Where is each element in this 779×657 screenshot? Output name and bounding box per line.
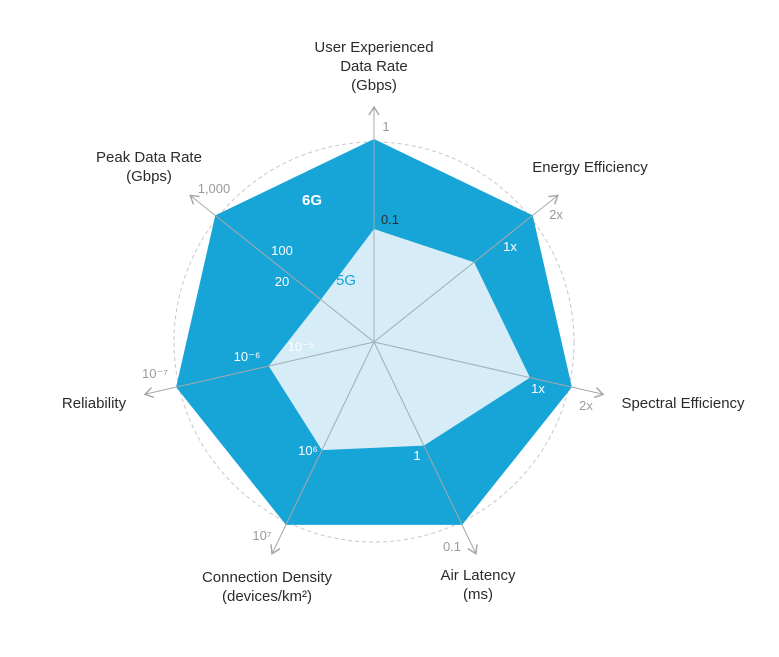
axis-title-energy: Energy Efficiency bbox=[532, 159, 648, 176]
tick-label-density-1: 10⁶ bbox=[298, 443, 318, 458]
tick-label-peak-1: 20 bbox=[275, 274, 289, 289]
tick-label-energy-1: 1x bbox=[503, 239, 517, 254]
series-labels: 6G 5G bbox=[302, 192, 356, 289]
axis-inner-peak bbox=[320, 299, 375, 343]
axis-inner-density bbox=[321, 341, 375, 451]
tick-label-density-2: 10⁷ bbox=[252, 528, 271, 543]
axis-inner-latency bbox=[373, 341, 425, 446]
axis-title-spectral: Spectral Efficiency bbox=[621, 395, 745, 412]
axis-arrow-latency bbox=[467, 544, 478, 556]
axis-arrow-spectral bbox=[593, 387, 605, 399]
tick-label-user-exp-1: 0.1 bbox=[381, 212, 399, 227]
axis-arrow-energy bbox=[548, 194, 559, 205]
series-label-6g: 6G bbox=[302, 192, 322, 209]
tick-label-reliability-2: 10⁻⁶ bbox=[234, 349, 261, 364]
tick-label-latency-1: 1 bbox=[413, 448, 420, 463]
axis-title-user-exp: User Experienced Data Rate (Gbps) bbox=[314, 39, 433, 94]
tick-label-reliability-1: 10⁻⁵ bbox=[288, 339, 315, 354]
grid-circle-3 bbox=[173, 141, 575, 543]
tick-label-spectral-1: 1x bbox=[531, 381, 545, 396]
tick-label-peak-2: 100 bbox=[271, 243, 293, 258]
series-label-5g: 5G bbox=[336, 272, 356, 289]
axis-layer bbox=[143, 105, 605, 556]
tick-label-spectral-2: 2x bbox=[579, 398, 593, 413]
tick-layer: 0.1 1 1x 2x 1x 2x 1 0.1 10⁶ 10⁷ 10⁻⁵ 10⁻⁶ 10⁻⁷ 20 100 1… bbox=[142, 119, 593, 554]
tick-label-user-exp-2: 1 bbox=[382, 119, 389, 134]
axis-title-peak: Peak Data Rate (Gbps) bbox=[96, 149, 202, 185]
label-layer: User Experienced Data Rate (Gbps) Energy Ef… bbox=[62, 39, 745, 605]
axis-title-reliability: Reliability bbox=[62, 395, 127, 412]
tick-label-peak-3: 1,000 bbox=[198, 181, 231, 196]
series-5g-area bbox=[268, 229, 530, 451]
tick-label-reliability-3: 10⁻⁷ bbox=[142, 366, 168, 381]
axis-arrow-density bbox=[270, 544, 281, 556]
axis-title-density: Connection Density (devices/km²) bbox=[202, 569, 333, 605]
axis-arrow-user-exp bbox=[368, 105, 380, 116]
axis-inner-spectral bbox=[373, 341, 531, 378]
axis-inner-reliability bbox=[268, 341, 375, 367]
axis-inner-energy bbox=[373, 261, 475, 343]
axis-arrow-peak bbox=[189, 194, 200, 205]
axis-title-latency: Air Latency (ms) bbox=[440, 567, 516, 603]
axis-arrow-reliability bbox=[143, 387, 155, 399]
tick-label-energy-2: 2x bbox=[549, 207, 563, 222]
tick-label-latency-2: 0.1 bbox=[443, 539, 461, 554]
